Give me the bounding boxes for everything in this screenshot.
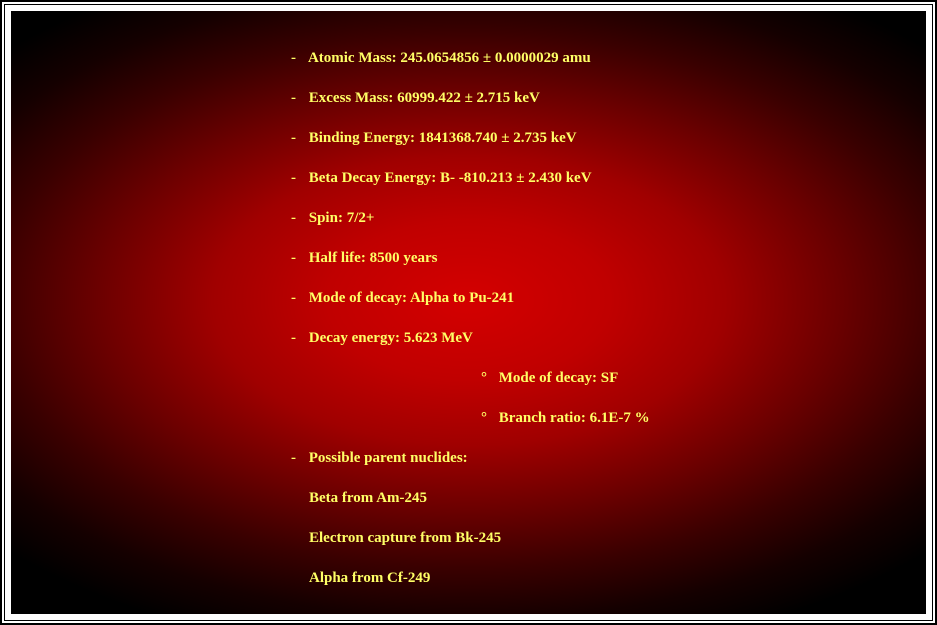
property-row: - Beta Decay Energy: B- -810.213 ± 2.430…: [291, 169, 896, 187]
property-row: - Mode of decay: Alpha to Pu-241: [291, 289, 896, 307]
property-row: - Decay energy: 5.623 MeV: [291, 329, 896, 347]
sub-decay-row: ° Branch ratio: 6.1E-7 %: [481, 409, 896, 427]
property-row: - Binding Energy: 1841368.740 ± 2.735 ke…: [291, 129, 896, 147]
sub-decay-text: Branch ratio: 6.1E-7 %: [499, 410, 650, 426]
parent-row: Alpha from Cf-249: [309, 569, 896, 587]
property-text: Beta Decay Energy: B- -810.213 ± 2.430 k…: [309, 170, 592, 186]
property-text: Atomic Mass: 245.0654856 ± 0.0000029 amu: [308, 50, 591, 66]
parent-row: Electron capture from Bk-245: [309, 529, 896, 547]
parent-text: Electron capture from Bk-245: [309, 530, 501, 546]
property-row: - Half life: 8500 years: [291, 249, 896, 267]
property-text: Decay energy: 5.623 MeV: [309, 330, 473, 346]
parent-text: Beta from Am-245: [309, 490, 427, 506]
inner-frame: - Atomic Mass: 245.0654856 ± 0.0000029 a…: [4, 4, 933, 621]
property-row: - Excess Mass: 60999.422 ± 2.715 keV: [291, 89, 896, 107]
property-text: Binding Energy: 1841368.740 ± 2.735 keV: [309, 130, 577, 146]
dash-bullet: -: [291, 89, 305, 107]
parents-block: Beta from Am-245 Electron capture from B…: [291, 489, 896, 587]
sub-decay-block: ° Mode of decay: SF ° Branch ratio: 6.1E…: [291, 369, 896, 427]
parent-row: Beta from Am-245: [309, 489, 896, 507]
dash-bullet: -: [291, 129, 305, 147]
property-text: Mode of decay: Alpha to Pu-241: [309, 290, 514, 306]
dash-bullet: -: [291, 209, 305, 227]
dash-bullet: -: [291, 49, 305, 67]
dash-bullet: -: [291, 169, 305, 187]
info-panel: - Atomic Mass: 245.0654856 ± 0.0000029 a…: [11, 11, 926, 614]
dash-bullet: -: [291, 249, 305, 267]
dash-bullet: -: [291, 329, 305, 347]
property-text: Spin: 7/2+: [309, 210, 375, 226]
dash-bullet: -: [291, 449, 305, 467]
property-text: Excess Mass: 60999.422 ± 2.715 keV: [309, 90, 540, 106]
degree-bullet: °: [481, 409, 495, 427]
parents-header-text: Possible parent nuclides:: [309, 450, 468, 466]
degree-bullet: °: [481, 369, 495, 387]
dash-bullet: -: [291, 289, 305, 307]
property-row: - Spin: 7/2+: [291, 209, 896, 227]
sub-decay-text: Mode of decay: SF: [499, 370, 619, 386]
property-row: - Atomic Mass: 245.0654856 ± 0.0000029 a…: [291, 49, 896, 67]
parent-text: Alpha from Cf-249: [309, 570, 430, 586]
sub-decay-row: ° Mode of decay: SF: [481, 369, 896, 387]
property-text: Half life: 8500 years: [309, 250, 438, 266]
parents-header-row: - Possible parent nuclides:: [291, 449, 896, 467]
outer-frame: - Atomic Mass: 245.0654856 ± 0.0000029 a…: [0, 0, 937, 625]
